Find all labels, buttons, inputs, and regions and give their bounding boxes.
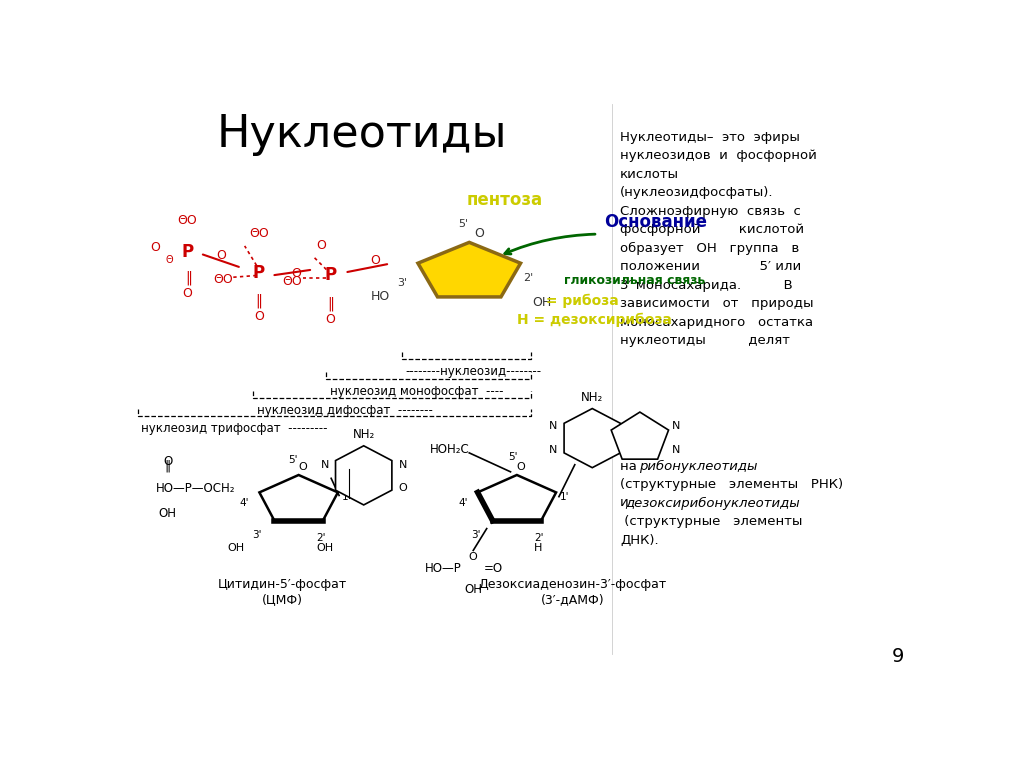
Text: O: O [316,239,326,252]
Text: O: O [371,253,381,266]
Text: 5': 5' [289,455,298,465]
Text: 2': 2' [316,533,326,543]
Text: O: O [216,249,225,262]
Text: 2': 2' [535,533,544,543]
Text: ΘO: ΘO [249,227,269,240]
Text: OH: OH [159,508,177,520]
Text: (структурные   элементы   РНК)
и: (структурные элементы РНК) и [620,478,843,509]
Text: нуклеозид дифосфат  --------: нуклеозид дифосфат -------- [257,404,433,417]
Text: HOH₂C: HOH₂C [429,443,469,456]
Text: O: O [254,310,264,323]
Text: N: N [549,422,557,432]
Text: NH₂: NH₂ [582,391,603,404]
Text: 3': 3' [471,530,480,540]
Text: H: H [535,543,543,553]
Polygon shape [564,409,621,468]
Text: H = дезоксирибоза: H = дезоксирибоза [517,313,672,327]
Polygon shape [259,475,338,521]
Text: 2': 2' [523,273,534,283]
Text: 4': 4' [240,498,250,508]
Text: P: P [181,243,194,261]
Text: OH: OH [316,543,333,553]
Text: 1': 1' [341,492,351,502]
Text: HO—P: HO—P [425,561,461,574]
Text: HO—P—OCH₂: HO—P—OCH₂ [156,482,236,495]
Text: O: O [474,227,483,240]
Text: --------нуклеозид--------: --------нуклеозид-------- [406,366,542,379]
Text: нуклеозид монофосфат  ----: нуклеозид монофосфат ---- [331,385,504,398]
Text: O: O [516,462,525,472]
Text: HO: HO [371,290,390,303]
Text: 3': 3' [397,278,408,288]
Text: NH₂: NH₂ [352,428,375,441]
Text: O: O [182,287,193,300]
Text: N: N [321,460,329,470]
Text: гликозильная связь: гликозильная связь [564,274,706,287]
Text: нуклеозид трифосфат  ---------: нуклеозид трифосфат --------- [141,422,328,435]
Text: 1': 1' [560,492,569,502]
Text: Цитидин-5′-фосфат
(ЦМФ): Цитидин-5′-фосфат (ЦМФ) [218,578,347,606]
Text: OH: OH [227,543,245,553]
Text: ‖: ‖ [327,296,334,311]
Text: Нуклеотиды–  это  эфиры
нуклеозидов  и  фосфорной
кислоты
(нуклеозидфосфаты).
Сл: Нуклеотиды– это эфиры нуклеозидов и фосф… [620,131,817,347]
Text: O: O [291,267,301,280]
Text: ΘO: ΘO [283,275,302,288]
Text: OH: OH [464,583,482,596]
Text: 5': 5' [459,220,469,230]
Text: O: O [469,552,477,562]
Text: 5': 5' [508,452,518,462]
Text: O: O [326,313,335,326]
Text: O: O [298,462,307,472]
Text: (структурные   элементы
ДНК).: (структурные элементы ДНК). [620,515,803,547]
Text: ΘO: ΘO [213,273,233,286]
Text: дезоксирибонуклеотиды: дезоксирибонуклеотиды [626,497,801,510]
Text: O: O [398,483,408,493]
Text: 3': 3' [253,530,262,540]
Text: O: O [150,240,160,253]
Text: Нуклеотиды: Нуклеотиды [217,113,508,156]
Text: =O: =O [483,561,503,574]
Polygon shape [418,243,520,297]
Text: ΘO: ΘO [177,214,198,227]
Text: N: N [549,445,557,455]
Text: на: на [620,460,641,473]
Text: 4': 4' [458,498,468,508]
Text: = рибоза: = рибоза [541,293,618,308]
Text: пентоза: пентоза [467,190,543,209]
Text: OH: OH [532,296,552,309]
Polygon shape [477,475,556,521]
Text: Дезоксиаденозин-3′-фосфат
(3′-дАМФ): Дезоксиаденозин-3′-фосфат (3′-дАМФ) [478,578,667,606]
Text: P: P [325,266,337,284]
Text: Θ: Θ [166,255,173,265]
Polygon shape [336,445,392,505]
Text: ‖: ‖ [185,271,191,285]
Text: Основание: Основание [604,214,708,231]
Text: 9: 9 [892,647,904,666]
Text: ‖: ‖ [165,459,171,472]
Text: рибонуклеотиды: рибонуклеотиды [639,460,758,473]
Text: ‖: ‖ [256,293,262,308]
Text: N: N [672,422,680,432]
Polygon shape [611,412,669,459]
Text: N: N [672,445,680,455]
Text: P: P [253,263,265,282]
Text: O: O [163,455,172,468]
Text: N: N [398,460,407,470]
